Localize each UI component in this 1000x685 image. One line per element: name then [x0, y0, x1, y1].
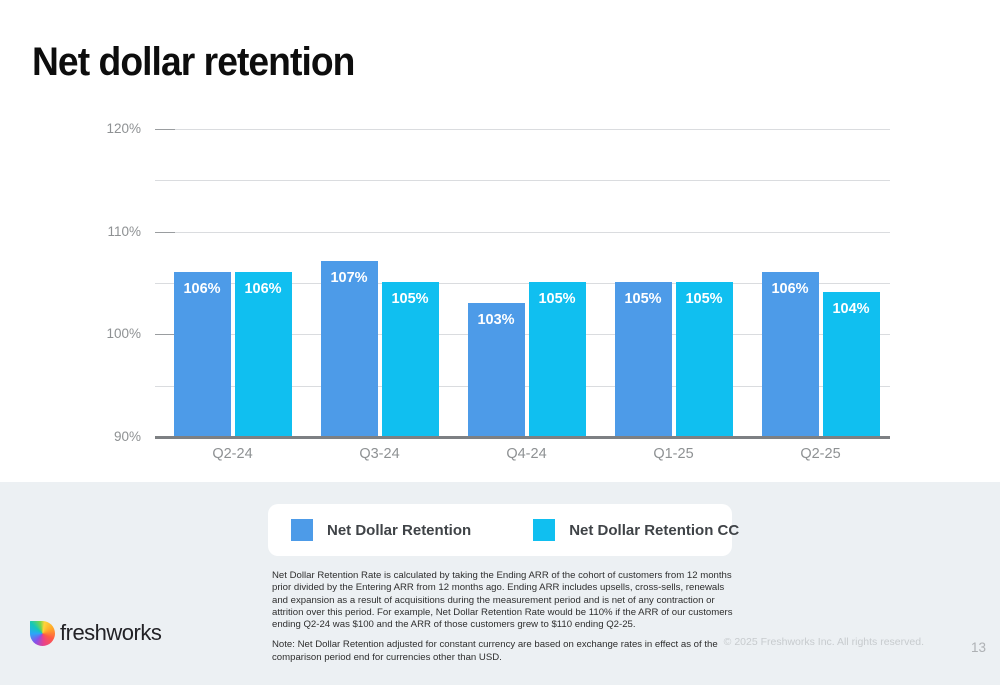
- bar-Q2-24-series1: 106%: [173, 271, 231, 436]
- bar-Q2-24-series2: 106%: [234, 271, 292, 436]
- x-axis-label-Q3-24: Q3-24: [359, 446, 400, 462]
- legend-item-ndr: Net Dollar Retention: [291, 519, 471, 541]
- bar-value-label: 107%: [330, 270, 368, 287]
- y-axis-tick-100: [155, 334, 175, 336]
- bar-Q3-24-series1: 107%: [320, 261, 378, 436]
- page-title: Net dollar retention: [32, 40, 355, 84]
- footnote-note: Note: Net Dollar Retention adjusted for …: [272, 639, 718, 663]
- y-axis-tick-120: [155, 129, 175, 130]
- freshworks-logo-icon: [30, 620, 55, 646]
- gridline-115: [155, 180, 890, 182]
- legend-swatch-cyan: [533, 519, 556, 541]
- bar-value-label: 105%: [624, 291, 662, 307]
- page-number: 13: [970, 640, 986, 655]
- y-axis-label-90: 90%: [113, 429, 141, 444]
- bar-value-label: 106%: [183, 280, 221, 297]
- chart-legend: Net Dollar Retention Net Dollar Retentio…: [268, 504, 739, 556]
- footnote: Net Dollar Retention Rate is calculated …: [272, 570, 738, 672]
- bar-value-label: 104%: [832, 301, 870, 318]
- legend-label-ndr-cc: Net Dollar Retention CC: [569, 521, 740, 539]
- bar-value-label: 106%: [244, 280, 282, 297]
- x-axis-label-Q2-25: Q2-25: [800, 446, 841, 462]
- footnote-definition: Net Dollar Retention Rate is calculated …: [272, 570, 733, 631]
- y-axis-label-120: 120%: [106, 121, 141, 136]
- x-axis-label-Q1-25: Q1-25: [653, 446, 694, 462]
- legend-swatch-blue: [291, 519, 313, 541]
- bar-Q4-24-series1: 103%: [467, 302, 525, 436]
- gridline-120: [155, 129, 890, 130]
- bar-value-label: 105%: [391, 291, 429, 307]
- y-axis-label-110: 110%: [107, 223, 141, 239]
- freshworks-logo-text: freshworks: [60, 620, 162, 645]
- gridline-105: [155, 283, 890, 284]
- x-axis-label-Q4-24: Q4-24: [506, 446, 547, 462]
- bar-Q2-25-series2: 104%: [822, 292, 880, 436]
- y-axis-tick-110: [155, 231, 175, 233]
- bar-value-label: 106%: [771, 280, 809, 297]
- legend-item-ndr-cc: Net Dollar Retention CC: [533, 519, 739, 541]
- bar-value-label: 103%: [477, 311, 515, 328]
- bar-value-label: 105%: [538, 291, 576, 307]
- x-axis-label-Q2-24: Q2-24: [212, 446, 253, 462]
- bar-value-label: 105%: [685, 291, 723, 307]
- bar-Q4-24-series2: 105%: [528, 282, 586, 436]
- gridline-110: [155, 231, 890, 233]
- bar-Q1-25-series1: 105%: [614, 282, 672, 436]
- x-axis-baseline: [155, 436, 890, 439]
- bar-Q1-25-series2: 105%: [675, 282, 733, 436]
- bar-Q3-24-series2: 105%: [381, 282, 439, 436]
- ndr-bar-chart: 90% 100% 110% 120% 106% 106% Q2-24 107% 105% Q3-2…: [106, 121, 890, 462]
- legend-label-ndr: Net Dollar Retention: [327, 521, 472, 539]
- bar-Q2-25-series1: 106%: [761, 271, 819, 436]
- copyright-text: © 2025 Freshworks Inc. All rights reserv…: [723, 636, 924, 648]
- y-axis-label-100: 100%: [106, 326, 141, 342]
- freshworks-logo: freshworks: [30, 620, 162, 646]
